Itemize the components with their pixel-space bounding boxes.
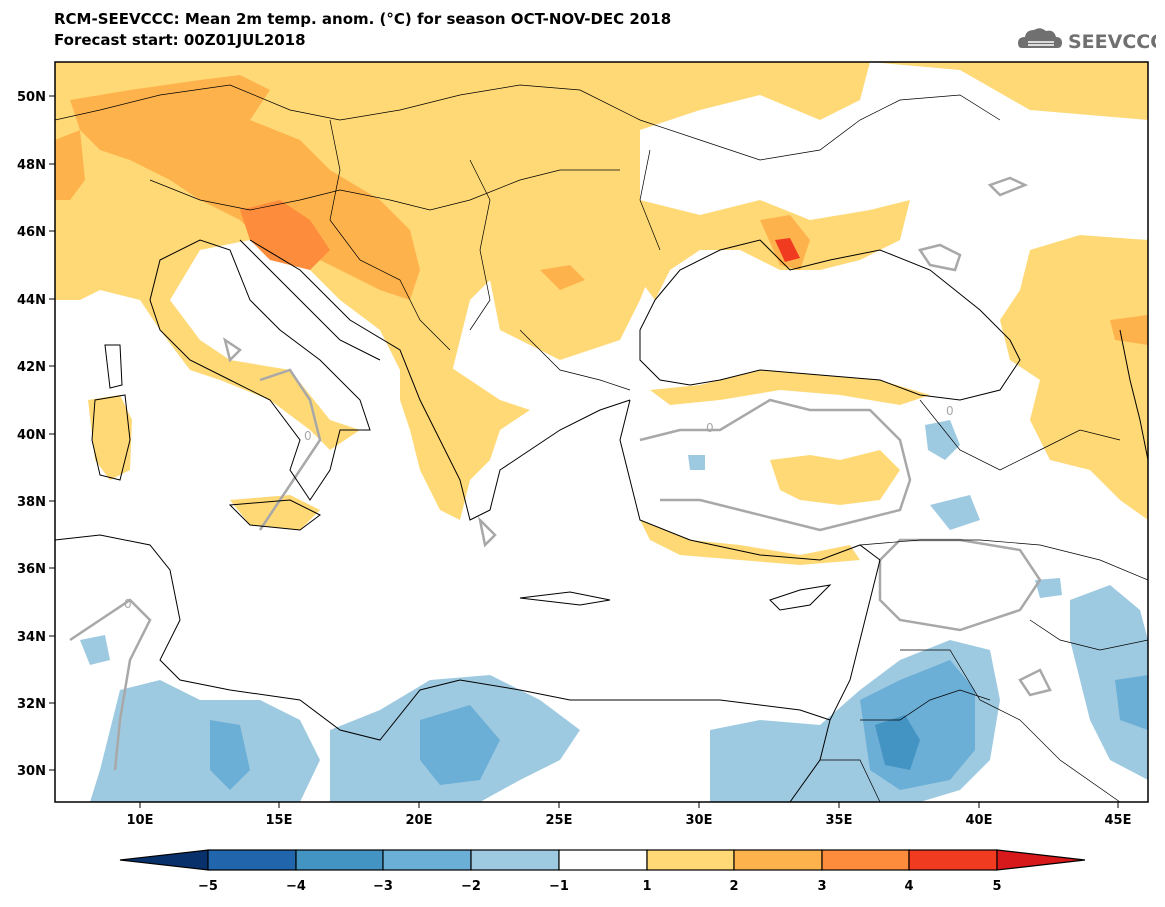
anomaly-region-cool-anatolia-3 [688, 455, 705, 470]
lon-label: 15E [266, 813, 293, 828]
lon-label: 25E [546, 813, 573, 828]
lat-label: 32N [17, 697, 46, 712]
contour-label: 0 [304, 429, 312, 443]
anomaly-region-hot-central-europe [70, 75, 420, 300]
anomaly-region-warm-anatolia [770, 450, 900, 505]
anomaly-region-cool-anatolia-2 [930, 495, 980, 530]
lat-label: 44N [17, 293, 46, 308]
contour-label: 0 [124, 597, 132, 611]
lat-label: 46N [17, 225, 46, 240]
anomaly-region-cold-libya [210, 720, 250, 790]
colorbar-box [558, 849, 648, 871]
colorbar-box [646, 849, 735, 871]
anomaly-region-hot-caucasus [1110, 315, 1148, 345]
colorbar-label: −1 [549, 879, 569, 894]
lat-label: 42N [17, 360, 46, 375]
lon-label: 45E [1105, 813, 1132, 828]
logo-text: SEEVCCC [1068, 31, 1156, 53]
seevccc-logo: SEEVCCC [1018, 28, 1156, 53]
colorbar-box [295, 849, 384, 871]
colorbar-label: 3 [817, 879, 826, 894]
colorbar-label: 4 [904, 879, 913, 894]
lon-label: 35E [826, 813, 853, 828]
forecast-start-label: Forecast start: 00Z01JUL2018 [54, 31, 306, 49]
colorbar-box [821, 849, 910, 871]
axis-ticks [49, 95, 1119, 808]
colorbar-label: 2 [729, 879, 738, 894]
map-frame [54, 61, 1149, 803]
anomaly-region-cool-syria [1035, 578, 1062, 598]
cloud-icon [1018, 28, 1062, 48]
colorbar-box [382, 849, 472, 871]
country-borders [55, 84, 1148, 802]
lat-label: 38N [17, 495, 46, 510]
lon-label: 20E [406, 813, 433, 828]
anomaly-region-cool-anatolia-1 [925, 420, 960, 460]
map-field: 0 0 0 0 [55, 62, 1148, 802]
lat-label: 50N [17, 90, 46, 105]
anomaly-region-cool-algeria [80, 635, 110, 665]
lon-label: 30E [686, 813, 713, 828]
anomaly-region-hot-romania [540, 265, 585, 290]
contour-label: 0 [946, 404, 954, 418]
coastlines [55, 239, 1148, 802]
colorbar-labels: −5 −4 −3 −2 −1 1 2 3 4 5 [198, 879, 1002, 894]
anomaly-region-very-hot-croatia [240, 200, 330, 270]
map-title: RCM-SEEVCCC: Mean 2m temp. anom. (°C) fo… [54, 10, 672, 28]
lat-label: 30N [17, 764, 46, 779]
anomaly-region-warm-europe [55, 62, 1148, 450]
colorbar-box [470, 849, 560, 871]
colorbar-label: 5 [992, 879, 1001, 894]
colorbar-label: −2 [461, 879, 481, 894]
anomaly-region-warm-sardinia [88, 395, 132, 480]
lon-label: 10E [127, 813, 154, 828]
lat-label: 36N [17, 562, 46, 577]
lat-label: 48N [17, 158, 46, 173]
colorbar-box [908, 849, 998, 871]
colorbar-label: −3 [373, 879, 393, 894]
longitude-labels: 10E 15E 20E 25E 30E 35E 40E 45E [127, 813, 1132, 828]
anomaly-region-warm-balkans [400, 340, 530, 520]
anomaly-region-very-hot-crimea [775, 238, 800, 262]
anomaly-region-warm-south-turkey [640, 520, 860, 565]
anomaly-region-cold-cyrenaica [420, 705, 500, 785]
contour-label: 0 [706, 421, 714, 435]
anomaly-region-cool-libya [90, 680, 320, 802]
lat-label: 40N [17, 428, 46, 443]
anomaly-region-cold-iraq [1115, 675, 1148, 730]
colorbar-label: −5 [198, 879, 218, 894]
latitude-labels: 50N 48N 46N 44N 42N 40N 38N 36N 34N 32N … [17, 90, 46, 779]
anomaly-region-warm-caucasus [1000, 235, 1148, 520]
anomaly-region-cool-iraq [1070, 585, 1148, 780]
colorbar-box [207, 849, 297, 871]
colorbar-arrow-low [119, 849, 209, 871]
anomaly-region-hot-france [55, 130, 85, 200]
colorbar-arrow-high [996, 849, 1086, 871]
lon-label: 40E [966, 813, 993, 828]
colorbar [119, 849, 1086, 871]
colorbar-box [733, 849, 823, 871]
lat-label: 34N [17, 630, 46, 645]
colorbar-label: −4 [286, 879, 306, 894]
anomaly-region-very-cold-jordan [875, 715, 920, 770]
colorbar-label: 1 [642, 879, 651, 894]
